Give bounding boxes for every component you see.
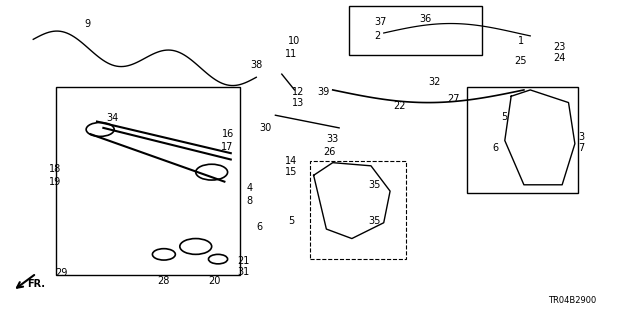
Text: 32: 32 xyxy=(429,77,441,87)
Text: 34: 34 xyxy=(107,113,119,123)
Text: 19: 19 xyxy=(49,177,61,187)
Text: 28: 28 xyxy=(157,276,170,286)
Text: 9: 9 xyxy=(84,19,90,28)
Text: 24: 24 xyxy=(553,53,565,63)
Text: 17: 17 xyxy=(221,142,234,152)
Text: 3: 3 xyxy=(578,132,584,142)
Text: 5: 5 xyxy=(502,112,508,122)
Text: 23: 23 xyxy=(553,42,565,52)
Text: 6: 6 xyxy=(492,144,499,153)
Text: 35: 35 xyxy=(368,180,380,190)
Text: 1: 1 xyxy=(518,36,524,46)
Text: 36: 36 xyxy=(419,14,431,24)
Text: 35: 35 xyxy=(368,216,380,226)
Text: 39: 39 xyxy=(317,86,330,97)
Text: TR04B2900: TR04B2900 xyxy=(548,296,596,305)
Text: 38: 38 xyxy=(250,60,262,70)
Text: 20: 20 xyxy=(209,276,221,286)
Text: 27: 27 xyxy=(447,94,460,104)
Text: 15: 15 xyxy=(285,167,298,177)
Text: 5: 5 xyxy=(288,216,294,226)
Text: 16: 16 xyxy=(221,129,234,139)
Text: 18: 18 xyxy=(49,164,61,174)
Text: 30: 30 xyxy=(260,123,272,133)
Text: 21: 21 xyxy=(237,256,250,266)
Text: 31: 31 xyxy=(237,267,250,277)
Text: 2: 2 xyxy=(374,31,380,41)
Text: FR.: FR. xyxy=(28,279,45,289)
Text: 25: 25 xyxy=(515,56,527,66)
Text: 7: 7 xyxy=(578,144,584,153)
Text: 13: 13 xyxy=(292,98,304,108)
Text: 29: 29 xyxy=(56,268,68,278)
Text: 33: 33 xyxy=(326,134,339,144)
Text: 11: 11 xyxy=(285,48,298,59)
Text: 37: 37 xyxy=(374,17,387,27)
Text: 8: 8 xyxy=(247,196,253,206)
Text: 4: 4 xyxy=(247,183,253,193)
Text: 26: 26 xyxy=(323,147,336,157)
Text: 6: 6 xyxy=(257,222,262,233)
Text: 10: 10 xyxy=(289,36,301,46)
Text: 12: 12 xyxy=(291,86,304,97)
Text: 22: 22 xyxy=(394,101,406,111)
Text: 14: 14 xyxy=(285,156,298,166)
